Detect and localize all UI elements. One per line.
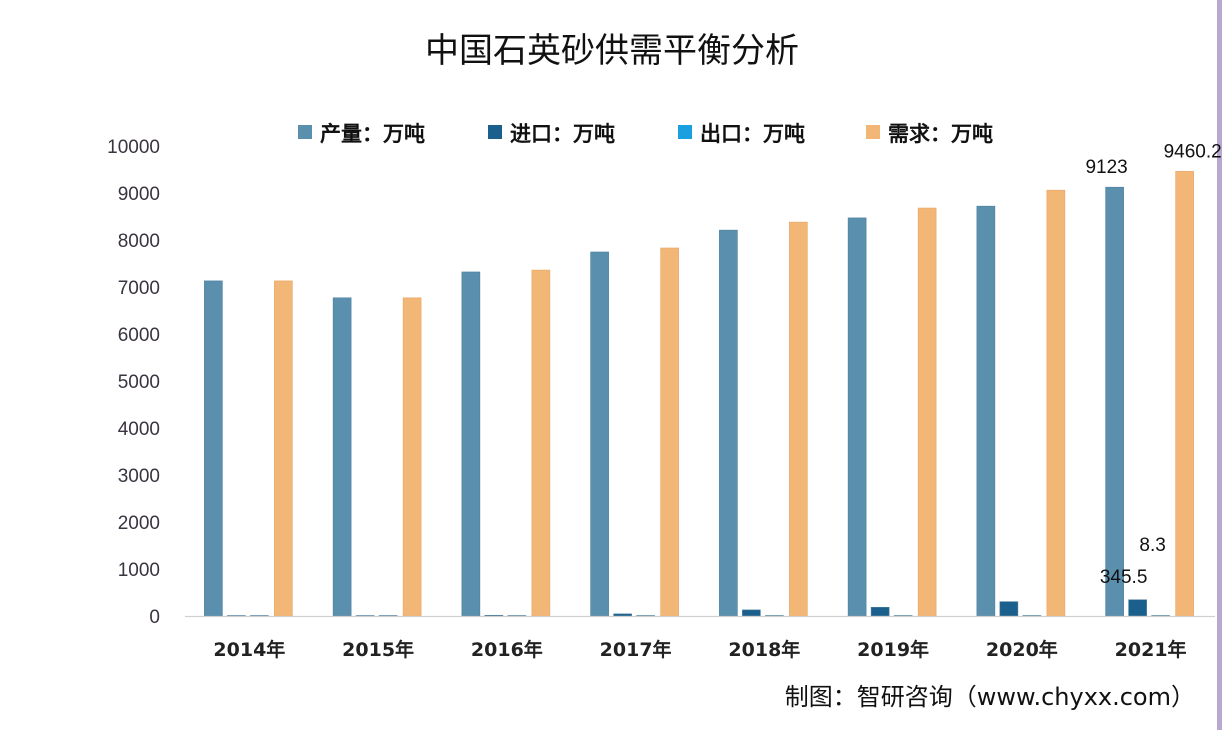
- legend-label: 进口：万吨: [510, 122, 615, 146]
- data-label: 9123: [1085, 157, 1127, 178]
- data-label: 8.3: [1139, 535, 1165, 556]
- bar-2017年-s0: [590, 251, 609, 617]
- legend-label: 出口：万吨: [700, 122, 805, 146]
- bar-2020年-s1: [999, 601, 1019, 617]
- bar-2014年-s0: [204, 280, 223, 617]
- y-tick-label: 2000: [118, 513, 160, 534]
- right-border: [1217, 0, 1222, 730]
- bars: [204, 171, 1194, 617]
- legend: 产量：万吨 进口：万吨 出口：万吨 需求：万吨: [298, 122, 993, 146]
- bar-2017年-s1: [613, 613, 632, 617]
- x-tick-label: 2020年: [986, 638, 1058, 661]
- x-axis: 2014年 2015年 2016年 2017年 2018年 2019年 2020年 2021年: [185, 615, 1215, 661]
- y-tick-label: 5000: [118, 372, 160, 393]
- bar-2017年-s3: [660, 247, 679, 617]
- data-labels: 9123 9460.2 345.5 8.3: [1085, 141, 1221, 588]
- y-tick-label: 10000: [107, 137, 160, 158]
- x-tick-label: 2019年: [857, 638, 929, 661]
- legend-swatch: [678, 125, 692, 139]
- source-note: 制图：智研咨询（www.chyxx.com）: [785, 683, 1195, 711]
- bar-2016年-s1: [484, 614, 504, 617]
- bar-2021年-s0: [1105, 186, 1124, 617]
- bar-2016年-s3: [531, 269, 551, 617]
- chart-title: 中国石英砂供需平衡分析: [425, 31, 799, 71]
- y-tick-label: 8000: [118, 231, 160, 252]
- bar-2018年-s3: [789, 221, 808, 617]
- data-label: 345.5: [1100, 567, 1148, 588]
- bar-2015年-s3: [402, 297, 422, 617]
- y-tick-label: 7000: [118, 278, 160, 299]
- x-tick-label: 2021年: [1115, 638, 1187, 661]
- y-tick-label: 1000: [118, 560, 160, 581]
- bar-2018年-s1: [742, 609, 761, 617]
- y-axis: 0 1000 2000 3000 4000 5000 6000 7000 8000 9000 100…: [107, 137, 160, 628]
- bar-2019年-s1: [870, 607, 890, 617]
- bar-2019年-s3: [917, 207, 937, 617]
- bar-2020年-s3: [1046, 189, 1066, 617]
- legend-label: 需求：万吨: [888, 122, 993, 146]
- legend-swatch: [488, 125, 502, 139]
- x-tick-label: 2017年: [600, 638, 672, 661]
- x-tick-label: 2015年: [342, 638, 414, 661]
- bar-2015年-s0: [332, 297, 352, 617]
- bar-2021年-s3: [1175, 171, 1194, 617]
- y-tick-label: 9000: [118, 184, 160, 205]
- legend-label: 产量：万吨: [320, 122, 425, 146]
- y-tick-label: 0: [149, 607, 160, 628]
- bar-2019年-s0: [847, 217, 867, 617]
- bar-2014年-s3: [274, 280, 293, 617]
- bar-2020年-s0: [976, 205, 996, 617]
- bar-2016年-s0: [461, 271, 481, 617]
- y-tick-label: 3000: [118, 466, 160, 487]
- legend-swatch: [866, 125, 880, 139]
- bar-2018年-s0: [719, 229, 738, 617]
- x-tick-label: 2016年: [471, 638, 543, 661]
- data-label: 9460.2: [1164, 141, 1222, 162]
- legend-swatch: [298, 125, 312, 139]
- bar-2021年-s1: [1128, 599, 1147, 617]
- x-tick-label: 2018年: [728, 638, 800, 661]
- y-tick-label: 4000: [118, 419, 160, 440]
- x-tick-label: 2014年: [213, 638, 285, 661]
- y-tick-label: 6000: [118, 325, 160, 346]
